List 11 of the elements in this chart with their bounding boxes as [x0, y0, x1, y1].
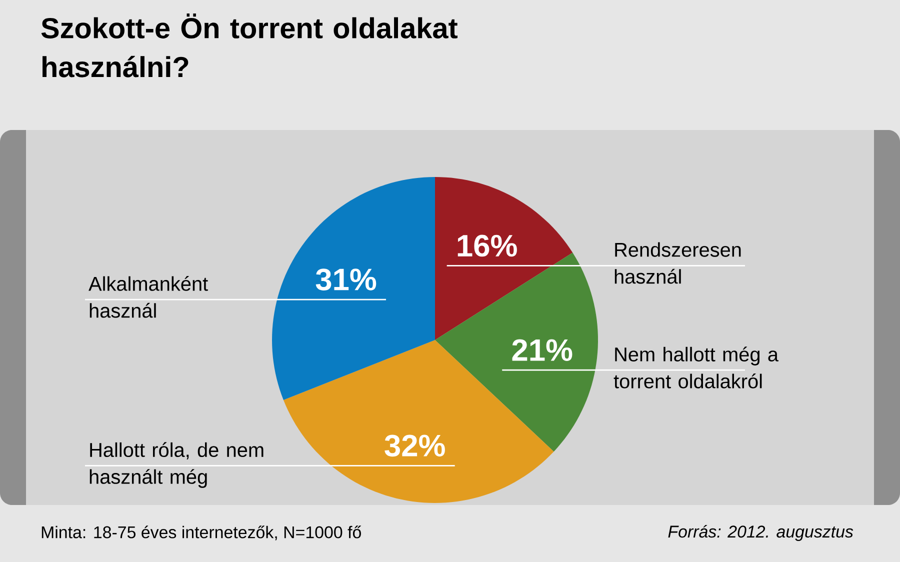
text: Forrás: 2012. augusztus — [668, 524, 854, 541]
data-label: 31% — [316, 268, 376, 290]
slice-label: Rendszeresen használ — [614, 242, 741, 284]
data-label: 16% — [458, 234, 517, 257]
slice-label: Alkalmanként használ — [88, 276, 208, 318]
chart-title: Szokott-e Ön torrent oldalakat használni? — [41, 14, 458, 78]
slice-label: Nem hallott még a torrent oldalakról — [614, 346, 778, 388]
data-label: 21% — [512, 339, 572, 362]
data-label: 32% — [384, 434, 445, 457]
slice-label: Hallott róla, de nem használt még — [90, 442, 264, 488]
text: Minta: 18-75 éves internetezők, N=1000 fő — [42, 526, 362, 540]
